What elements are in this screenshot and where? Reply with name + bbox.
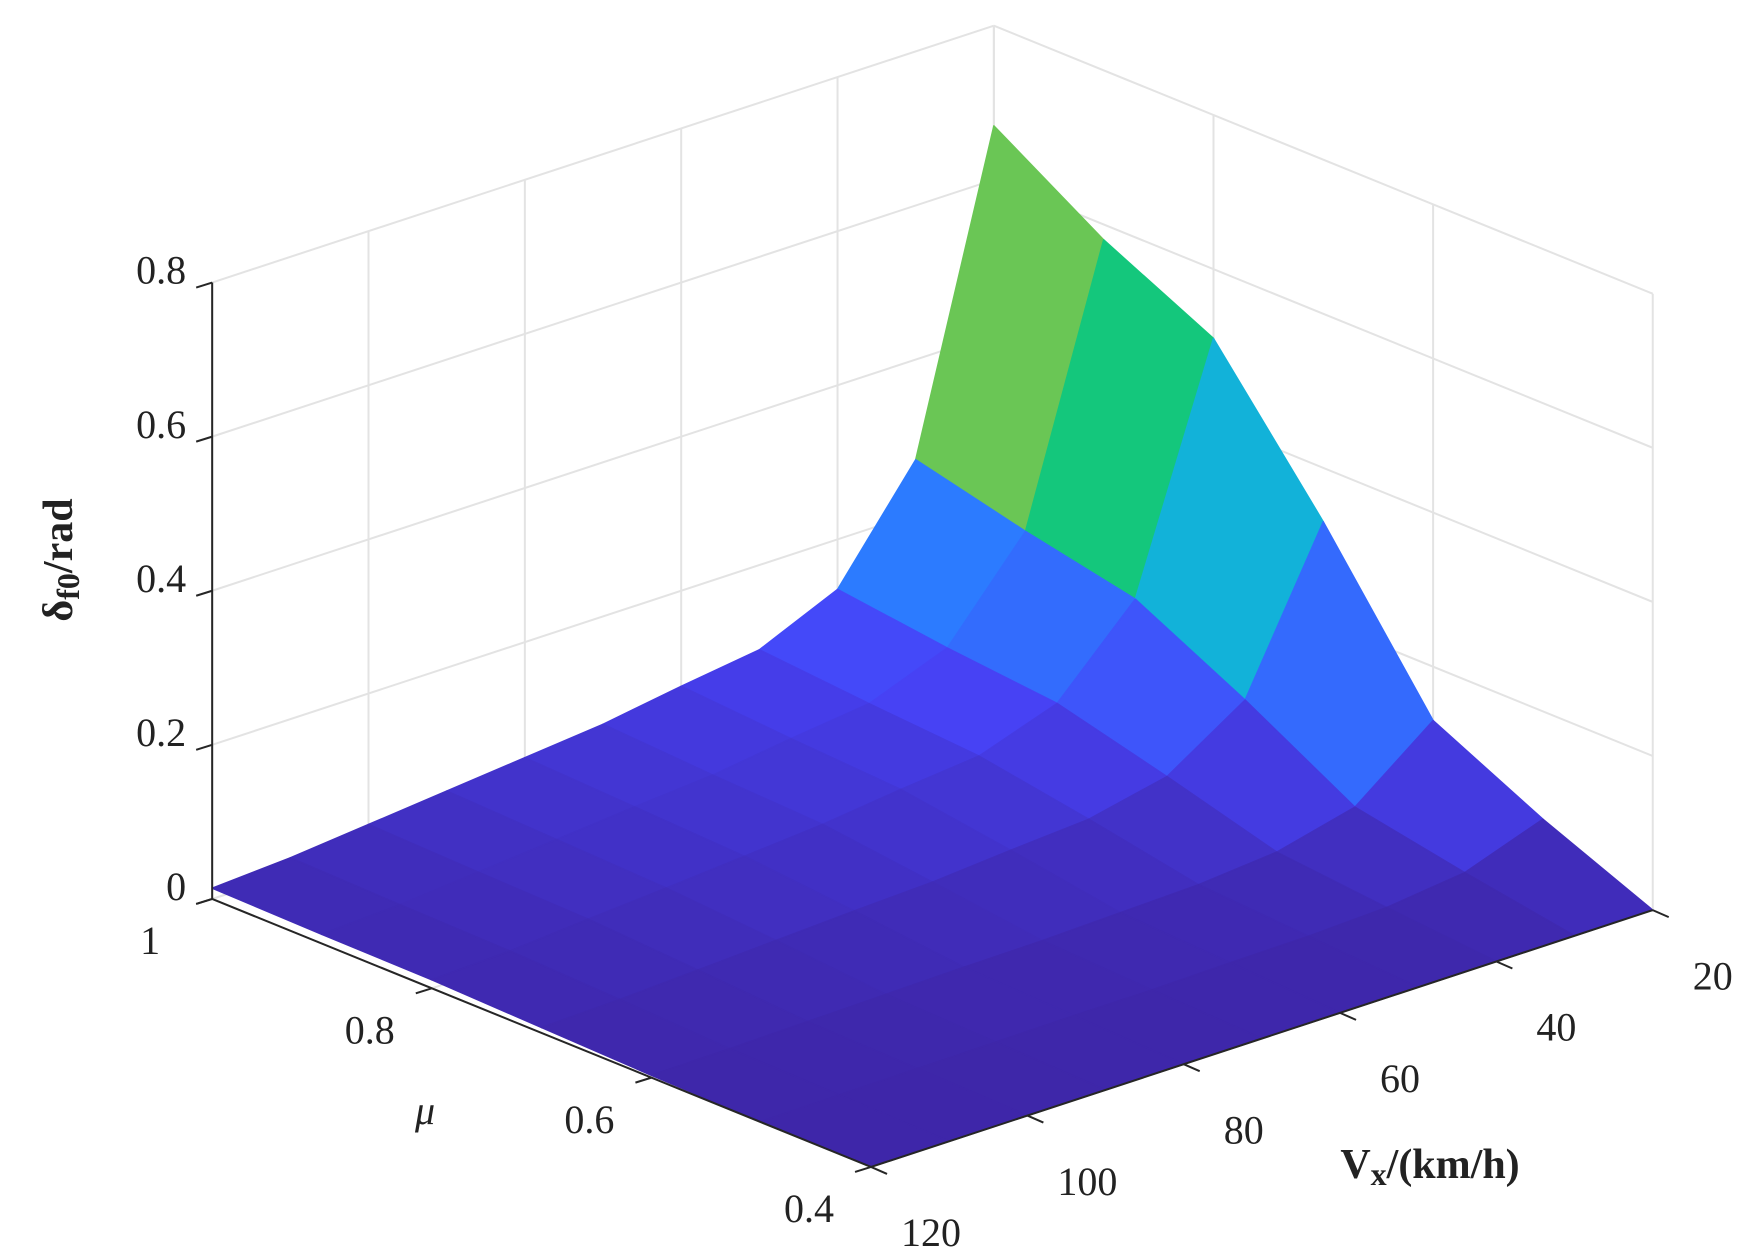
x-label-rest: /(km/h)	[1386, 1142, 1520, 1188]
x-tick	[1495, 960, 1513, 970]
z-tick	[195, 589, 213, 597]
z-tick	[195, 281, 213, 289]
z-tick-label: 0	[166, 864, 186, 909]
x-tick-label: 80	[1224, 1107, 1264, 1152]
y-tick-label: 1	[140, 918, 160, 963]
x-tick-label: 120	[901, 1210, 961, 1255]
z-label-symbol: δ	[36, 600, 82, 622]
x-tick	[1339, 1011, 1357, 1021]
z-tick-label: 0.4	[136, 556, 186, 601]
x-axis-line	[870, 909, 1654, 1168]
y-tick-label: 0.6	[564, 1097, 614, 1142]
x-axis-label: Vx/(km/h)	[1340, 1142, 1519, 1193]
x-tick-label: 100	[1057, 1159, 1117, 1204]
z-label-sub: f0	[50, 573, 86, 600]
x-tick-label: 40	[1536, 1005, 1576, 1050]
z-tick-label: 0.2	[136, 710, 186, 755]
x-tick-label: 60	[1380, 1056, 1420, 1101]
x-tick	[1026, 1114, 1044, 1124]
z-tick-label: 0.6	[136, 402, 186, 447]
y-tick	[195, 897, 213, 905]
grid-line	[993, 24, 1654, 295]
z-axis-label: δf0/rad	[36, 498, 87, 621]
z-tick-label: 0.8	[136, 248, 186, 293]
x-label-sub: x	[1371, 1156, 1387, 1192]
y-tick	[415, 987, 433, 995]
x-tick-label: 20	[1693, 953, 1733, 998]
surface	[211, 125, 1654, 1168]
z-tick	[195, 435, 213, 443]
y-tick	[635, 1076, 652, 1084]
grid-line	[211, 178, 995, 438]
y-tick	[854, 1166, 872, 1173]
grid-line	[211, 487, 995, 746]
x-tick	[1652, 909, 1670, 919]
x-tick	[1183, 1063, 1201, 1073]
grid-line	[211, 24, 995, 284]
grid-line	[993, 178, 1654, 449]
y-axis-line	[211, 898, 872, 1168]
z-label-rest: /rad	[36, 498, 82, 574]
z-tick	[195, 743, 213, 751]
y-tick-label: 0.8	[345, 1007, 395, 1052]
y-axis-label: μ	[414, 1088, 435, 1133]
grid-line	[211, 332, 995, 592]
y-tick-label: 0.4	[784, 1186, 834, 1231]
x-label-symbol: V	[1340, 1142, 1370, 1188]
x-tick	[870, 1166, 888, 1175]
